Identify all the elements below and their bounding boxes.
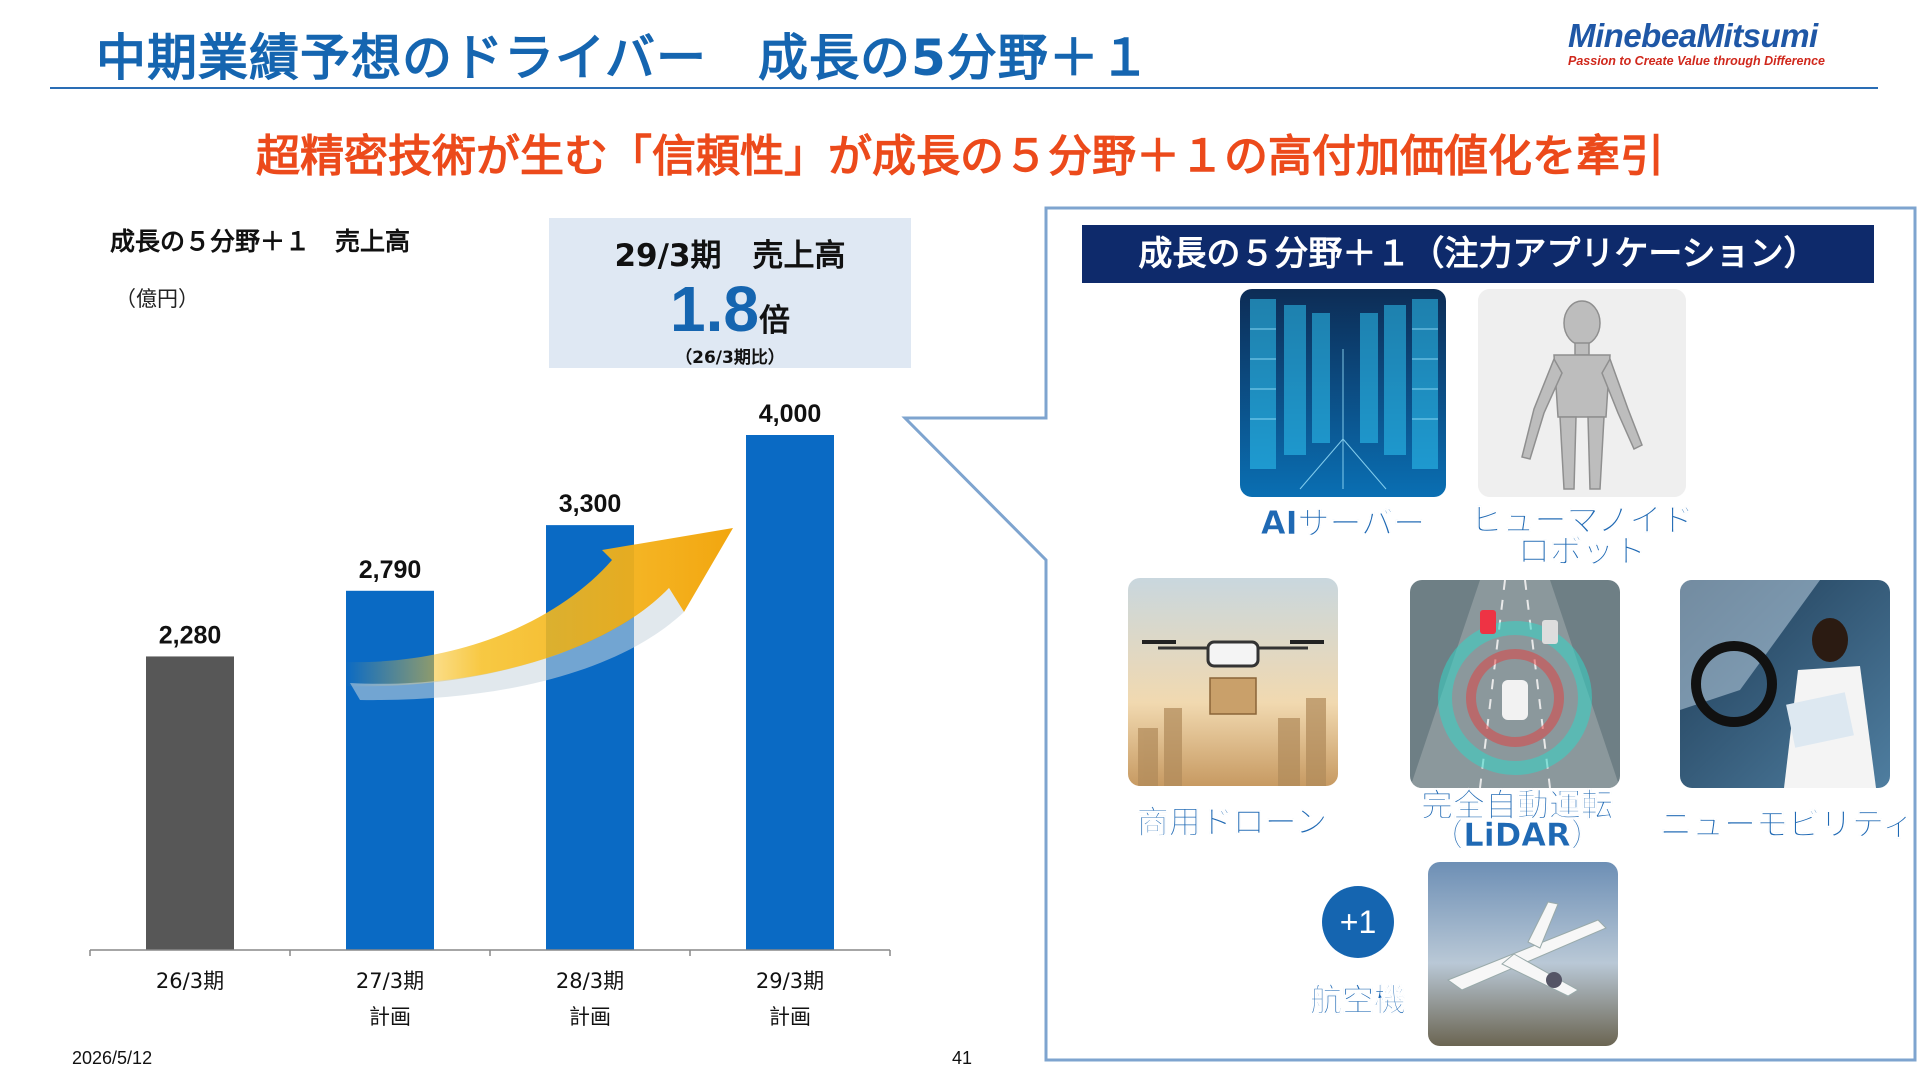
new-mobility-image <box>1680 580 1890 788</box>
category-sublabel: 計画 <box>569 1005 611 1029</box>
page-number: 41 <box>952 1048 973 1068</box>
bar-value-label: 2,790 <box>359 556 422 584</box>
category-label: 27/3期 <box>356 969 424 993</box>
bar-value-label: 4,000 <box>759 400 822 428</box>
commercial-drone-image <box>1128 578 1338 786</box>
category-label: 29/3期 <box>756 969 824 993</box>
humanoid-robot-image <box>1478 289 1686 497</box>
logo-name: MinebeaMitsumi <box>1568 17 1818 54</box>
callout-note: （26/3期比） <box>675 348 785 368</box>
ai-server-image <box>1240 289 1446 497</box>
label-commercial-drone: 商用ドローン <box>1136 803 1328 841</box>
label-autonomous-driving-lidar: 完全自動運転 （LiDAR） <box>1420 786 1614 854</box>
growth-arrow <box>345 528 733 701</box>
label-humanoid-robot: ヒューマノイド ロボット <box>1470 501 1694 570</box>
lidar-autonomous-image <box>1410 580 1620 788</box>
callout-heading: 29/3期 売上高 <box>614 238 846 274</box>
page-subtitle: 超精密技術が生む「信頼性」が成長の５分野＋１の高付加価値化を牽引 <box>256 131 1664 182</box>
bar-value-label: 3,300 <box>559 490 622 518</box>
label-aircraft: 航空機 <box>1309 981 1407 1019</box>
label-new-mobility: ニューモビリティ <box>1659 805 1915 843</box>
title-divider <box>50 87 1878 89</box>
bar-0 <box>146 656 234 950</box>
bar-1 <box>346 590 434 950</box>
label-ai-server: AIサーバー <box>1260 504 1426 542</box>
page-title: 中期業績予想のドライバー 成長の5分野＋１ <box>96 29 1151 87</box>
growth-callout: 29/3期 売上高 1.8倍 （26/3期比） <box>549 218 911 368</box>
category-label: 28/3期 <box>556 969 624 993</box>
callout-multiplier-unit: 倍 <box>758 303 790 339</box>
chart-title: 成長の５分野＋１ 売上高 <box>110 227 411 256</box>
company-logo: MinebeaMitsumi Passion to Create Value t… <box>1568 17 1848 69</box>
logo-tagline: Passion to Create Value through Differen… <box>1568 54 1826 68</box>
category-label: 26/3期 <box>156 969 224 993</box>
bar-value-label: 2,280 <box>159 621 222 649</box>
footer-date: 2026/5/12 <box>72 1048 153 1068</box>
category-sublabel: 計画 <box>769 1005 811 1029</box>
chart-unit-label: （億円） <box>115 287 199 311</box>
plus-one-badge: +1 <box>1322 886 1394 958</box>
aircraft-image <box>1428 862 1618 1046</box>
bar-3 <box>746 435 834 950</box>
category-sublabel: 計画 <box>369 1005 411 1029</box>
panel-heading: 成長の５分野＋１（注力アプリケーション） <box>1082 225 1874 283</box>
callout-multiplier: 1.8 <box>670 273 759 345</box>
